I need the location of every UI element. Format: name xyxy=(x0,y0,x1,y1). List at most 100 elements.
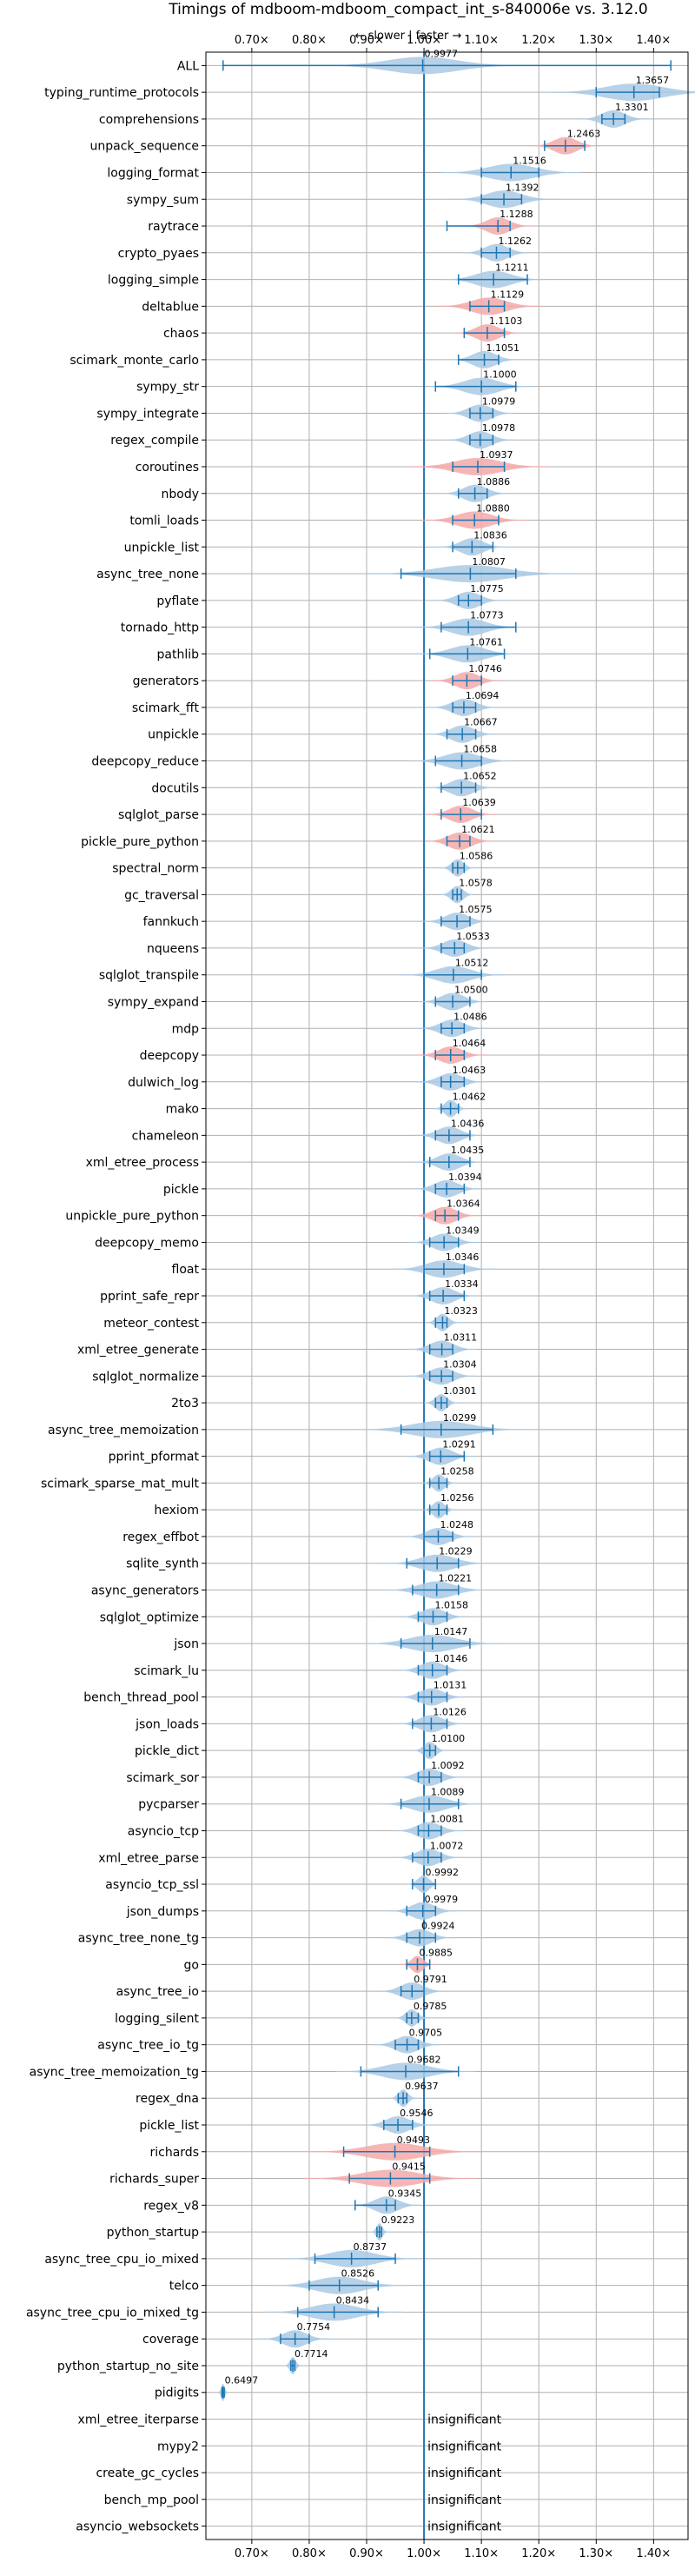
value-label: 1.0092 xyxy=(431,1760,465,1771)
category-label: logging_silent xyxy=(115,2012,199,2026)
x-tick-label-top: 1.10× xyxy=(464,34,499,47)
category-label: xml_etree_generate xyxy=(77,1344,199,1358)
category-label: gc_traversal xyxy=(124,888,199,902)
category-label: richards xyxy=(150,2146,200,2160)
x-tick-label-bottom: 0.90× xyxy=(349,2547,384,2560)
category-label: sympy_str xyxy=(136,381,199,395)
category-label: comprehensions xyxy=(99,113,199,127)
value-label: 1.1103 xyxy=(489,315,523,327)
category-label: coverage xyxy=(142,2333,199,2347)
category-label: asyncio_websockets xyxy=(76,2520,199,2534)
category-label: pyflate xyxy=(156,594,199,608)
value-label: 1.0221 xyxy=(439,1573,473,1584)
value-label: 1.0836 xyxy=(473,529,507,541)
value-label: 1.0694 xyxy=(466,690,500,701)
category-label: async_tree_cpu_io_mixed xyxy=(44,2253,199,2267)
value-label: 1.0100 xyxy=(432,1733,466,1744)
category-label: python_startup xyxy=(107,2226,199,2240)
value-label: 1.0533 xyxy=(456,931,490,942)
value-label: 1.0761 xyxy=(469,636,503,647)
category-label: bench_mp_pool xyxy=(104,2493,199,2507)
category-label: sympy_sum xyxy=(127,193,199,207)
value-label: 1.0301 xyxy=(443,1385,477,1397)
labels-layer: 0.70× 0.70× 0.80× 0.80× 0.90× 0.90× 1.00× 1.00×… xyxy=(26,34,671,2560)
value-label: 1.0089 xyxy=(431,1787,465,1798)
value-label: 0.7754 xyxy=(297,2321,331,2333)
value-label: 0.9345 xyxy=(388,2188,422,2199)
category-label: raytrace xyxy=(148,220,199,234)
x-tick-label-top: 1.40× xyxy=(636,34,671,47)
value-label: 1.0639 xyxy=(462,797,496,808)
value-label: 1.0807 xyxy=(472,556,506,568)
category-label: sympy_integrate xyxy=(96,407,199,421)
category-label: json xyxy=(173,1637,199,1651)
value-label: 0.9682 xyxy=(407,2054,441,2065)
insignificant-label: insignificant xyxy=(427,2466,502,2480)
category-label: pycparser xyxy=(138,1798,199,1812)
value-label: 0.6497 xyxy=(225,2375,259,2387)
category-label: go xyxy=(184,1958,199,1972)
value-label: 1.0978 xyxy=(482,422,516,434)
category-label: generators xyxy=(133,674,199,688)
category-label: async_tree_memoization xyxy=(48,1424,199,1437)
insignificant-label: insignificant xyxy=(427,2440,502,2453)
value-label: 1.0775 xyxy=(470,583,504,594)
category-label: mdp xyxy=(172,1022,200,1036)
insignificant-label: insignificant xyxy=(427,2520,502,2534)
value-label: 1.0346 xyxy=(446,1251,480,1263)
x-tick-label-bottom: 0.80× xyxy=(292,2547,327,2560)
category-label: scimark_fft xyxy=(132,701,200,715)
value-label: 1.1288 xyxy=(500,209,533,220)
category-label: docutils xyxy=(151,781,199,795)
value-label: 1.0621 xyxy=(461,824,495,835)
value-label: 0.9785 xyxy=(414,2001,447,2012)
value-label: 1.0512 xyxy=(455,958,489,969)
insignificant-label: insignificant xyxy=(427,2413,502,2427)
category-label: regex_dna xyxy=(136,2092,199,2106)
category-label: coroutines xyxy=(136,461,199,475)
value-label: 1.0299 xyxy=(443,1412,477,1424)
category-label: asyncio_tcp xyxy=(128,1824,199,1838)
category-label: nqueens xyxy=(147,942,199,956)
category-label: scimark_sparse_mat_mult xyxy=(41,1477,199,1490)
category-label: json_dumps xyxy=(126,1905,199,1919)
category-label: async_tree_none_tg xyxy=(78,1932,199,1946)
category-label: spectral_norm xyxy=(112,862,199,876)
value-label: 0.9979 xyxy=(425,1894,459,1905)
x-tick-label-top: 1.20× xyxy=(521,34,556,47)
category-label: pathlib xyxy=(157,647,200,661)
value-label: 1.1000 xyxy=(483,369,517,381)
category-label: async_tree_io xyxy=(116,1985,199,1999)
value-label: 0.8526 xyxy=(341,2268,375,2280)
category-label: sqlglot_optimize xyxy=(100,1610,199,1624)
category-label: richards_super xyxy=(109,2173,199,2187)
value-label: 1.0462 xyxy=(453,1092,486,1103)
value-label: 1.0334 xyxy=(445,1278,479,1290)
category-label: chameleon xyxy=(132,1129,199,1143)
category-label: xml_etree_process xyxy=(86,1156,199,1170)
value-label: 1.0229 xyxy=(439,1546,473,1557)
value-label: 1.0773 xyxy=(470,610,504,621)
x-tick-label-bottom: 1.30× xyxy=(579,2547,613,2560)
value-label: 1.1129 xyxy=(491,289,525,300)
category-label: sqlglot_parse xyxy=(118,808,199,822)
category-label: pickle_dict xyxy=(135,1744,200,1758)
category-label: meteor_contest xyxy=(103,1317,199,1331)
x-tick-label-top: 0.90× xyxy=(349,34,384,47)
value-label: 1.0349 xyxy=(446,1225,480,1236)
category-label: tomli_loads xyxy=(129,515,199,528)
value-label: 0.9637 xyxy=(405,2081,439,2092)
category-label: xml_etree_iterparse xyxy=(78,2413,199,2427)
value-label: 1.0256 xyxy=(440,1492,474,1504)
category-label: unpickle xyxy=(148,728,199,742)
category-label: regex_v8 xyxy=(143,2199,199,2213)
value-label: 1.2463 xyxy=(567,129,601,140)
value-label: 1.0146 xyxy=(434,1653,468,1664)
value-label: 1.3657 xyxy=(636,75,670,86)
value-label: 1.0575 xyxy=(459,904,493,915)
x-tick-label-bottom: 1.20× xyxy=(521,2547,556,2560)
category-label: chaos xyxy=(163,327,199,341)
category-label: deepcopy xyxy=(140,1049,199,1063)
category-label: hexiom xyxy=(154,1504,199,1517)
